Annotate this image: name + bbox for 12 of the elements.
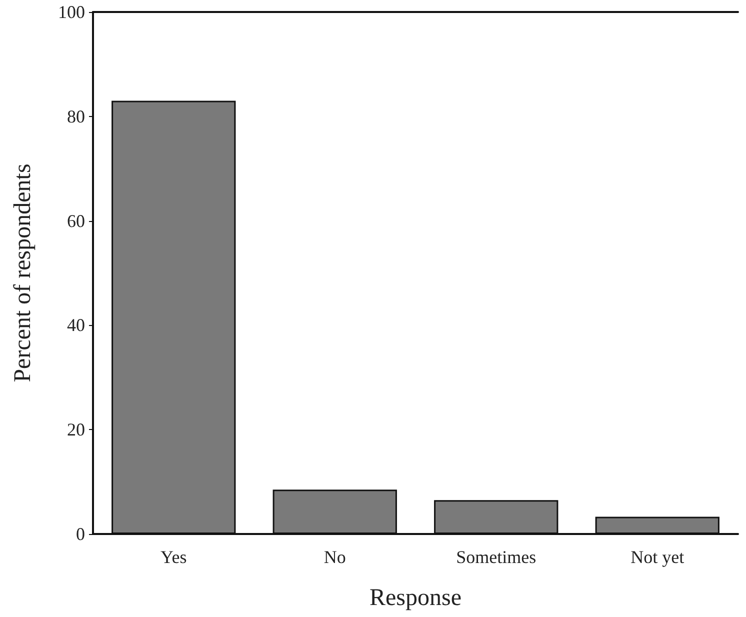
y-tick-label: 100: [58, 2, 85, 22]
y-axis-title: Percent of respondents: [10, 164, 36, 382]
x-tick-label: Not yet: [630, 547, 684, 567]
y-tick-label: 20: [67, 420, 85, 440]
x-tick-label: Sometimes: [456, 547, 536, 567]
y-tick-label: 40: [67, 315, 85, 336]
x-axis-title: Response: [370, 585, 462, 611]
y-tick-label: 60: [67, 210, 85, 231]
y-tick-label: 0: [76, 524, 85, 544]
x-tick-label: Yes: [160, 547, 187, 567]
x-tick-label: No: [324, 547, 346, 567]
y-tick-label: 80: [67, 106, 85, 126]
